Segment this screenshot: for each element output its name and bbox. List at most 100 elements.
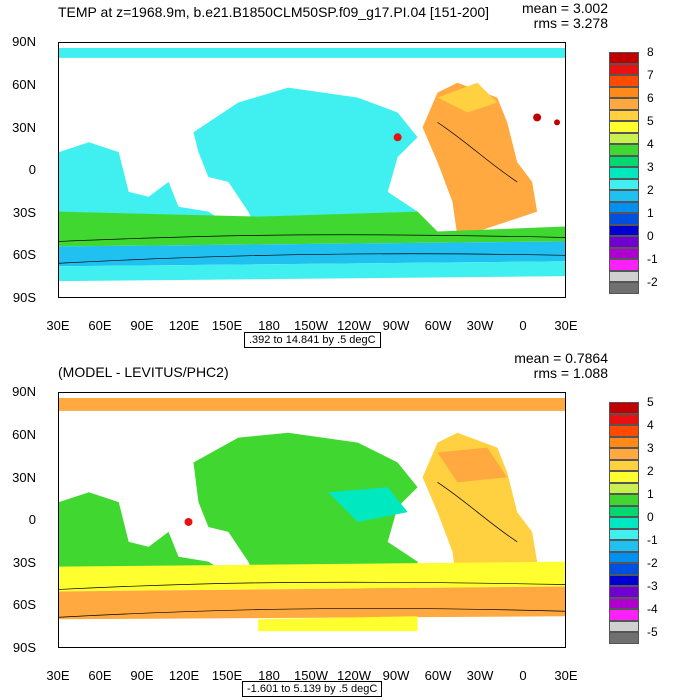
pacific-ocean: [193, 432, 418, 592]
colorbar-cell: [609, 213, 639, 225]
colorbar-label: -1: [647, 252, 658, 266]
colorbar-label: 2: [647, 183, 654, 197]
colorbar-cell: [609, 620, 639, 632]
colorbar-label: -2: [647, 556, 658, 570]
southern-band-green: [59, 211, 565, 247]
colorbar-cell: [609, 494, 639, 506]
lon-label: 120E: [168, 318, 200, 333]
hot-spot: [393, 133, 402, 142]
colorbar-label: -3: [647, 579, 658, 593]
colorbar-label: 1: [647, 206, 654, 220]
colorbar-cell: [609, 471, 639, 483]
colorbar-cell: [609, 413, 639, 425]
colorbar-label: -4: [647, 602, 658, 616]
lon-label: 30W: [466, 668, 494, 683]
pacific-ocean: [193, 87, 418, 242]
colorbar-label: -1: [647, 533, 658, 547]
atlantic-ocean: [422, 82, 538, 237]
lon-label: 60W: [424, 668, 452, 683]
top-rms: rms = 3.278: [533, 15, 608, 31]
southern-band-orange: [59, 586, 565, 620]
lon-label: 30E: [554, 668, 578, 683]
colorbar-cell: [609, 402, 639, 414]
colorbar-cell: [609, 459, 639, 471]
indian-ocean: [59, 492, 239, 587]
southern-band-light: [59, 261, 565, 282]
colorbar-cell: [609, 247, 639, 259]
colorbar-label: 5: [647, 114, 654, 128]
lat-label: 60N: [12, 77, 36, 92]
lon-label: 150W: [294, 318, 328, 333]
top-map: [58, 42, 566, 298]
lon-label: 30E: [46, 318, 70, 333]
colorbar-cell: [609, 190, 639, 202]
colorbar-label: 4: [647, 137, 654, 151]
lon-label: 0: [519, 318, 527, 333]
colorbar-label: -2: [647, 275, 658, 289]
pacific-cyan-patch: [327, 487, 408, 522]
lat-label: 0: [28, 512, 36, 527]
atlantic-upper: [437, 82, 498, 113]
bottom-range: -1.601 to 5.139 by .5 degC: [242, 681, 383, 697]
lon-label: 30W: [466, 318, 494, 333]
bottom-map-svg: [59, 397, 565, 632]
colorbar-cell: [609, 121, 639, 133]
southern-band-yellow2: [258, 616, 418, 632]
colorbar-cell: [609, 155, 639, 167]
lat-label: 60S: [12, 247, 36, 262]
colorbar-label: 0: [647, 229, 654, 243]
bottom-map: [58, 392, 566, 648]
lat-label: 90S: [12, 290, 36, 305]
colorbar-cell: [609, 551, 639, 563]
colorbar-cell: [609, 632, 639, 644]
lat-label: 0: [28, 162, 36, 177]
colorbar-cell: [609, 586, 639, 598]
lon-label: 30E: [46, 668, 70, 683]
hot-spot: [184, 518, 193, 526]
lon-label: 0: [519, 668, 527, 683]
lat-label: 60N: [12, 427, 36, 442]
colorbar-cell: [609, 270, 639, 282]
colorbar-cell: [609, 75, 639, 87]
colorbar-label: 5: [647, 395, 654, 409]
lon-label: 120W: [337, 668, 371, 683]
colorbar-label: -5: [647, 625, 658, 639]
colorbar-cell: [609, 178, 639, 190]
colorbar-cell: [609, 282, 639, 294]
atlantic-upper: [437, 447, 508, 483]
lon-label: 90E: [130, 318, 154, 333]
lon-label: 60W: [424, 318, 452, 333]
contour-line: [59, 253, 565, 264]
lon-label: 60E: [88, 668, 112, 683]
lat-label: 60S: [12, 597, 36, 612]
contour-line: [59, 581, 565, 590]
colorbar-cell: [609, 540, 639, 552]
top-mean: mean = 3.002: [521, 0, 608, 16]
colorbar-cell: [609, 52, 639, 64]
colorbar-label: 7: [647, 68, 654, 82]
lat-label: 90N: [12, 34, 36, 49]
lon-label: 150W: [294, 668, 328, 683]
lon-label: 60E: [88, 318, 112, 333]
lat-label: 30N: [12, 470, 36, 485]
colorbar-cell: [609, 167, 639, 179]
colorbar-cell: [609, 224, 639, 236]
southern-band-cyan: [59, 241, 565, 267]
colorbar-cell: [609, 609, 639, 621]
bottom-rms: rms = 1.088: [533, 365, 608, 381]
bottom-colorbar: [609, 402, 639, 644]
hot-spot: [533, 113, 542, 122]
colorbar-cell: [609, 236, 639, 248]
lon-label: 90E: [130, 668, 154, 683]
hot-spot: [554, 119, 561, 126]
colorbar-label: 3: [647, 160, 654, 174]
colorbar-label: 1: [647, 487, 654, 501]
top-title: TEMP at z=1968.9m, b.e21.B1850CLM50SP.f0…: [58, 4, 490, 20]
colorbar-cell: [609, 144, 639, 156]
colorbar-label: 4: [647, 418, 654, 432]
contour-line: [59, 234, 565, 242]
colorbar-label: 3: [647, 441, 654, 455]
contour-line: [437, 122, 518, 183]
top-colorbar: [609, 52, 639, 294]
lon-label: 150E: [211, 318, 243, 333]
